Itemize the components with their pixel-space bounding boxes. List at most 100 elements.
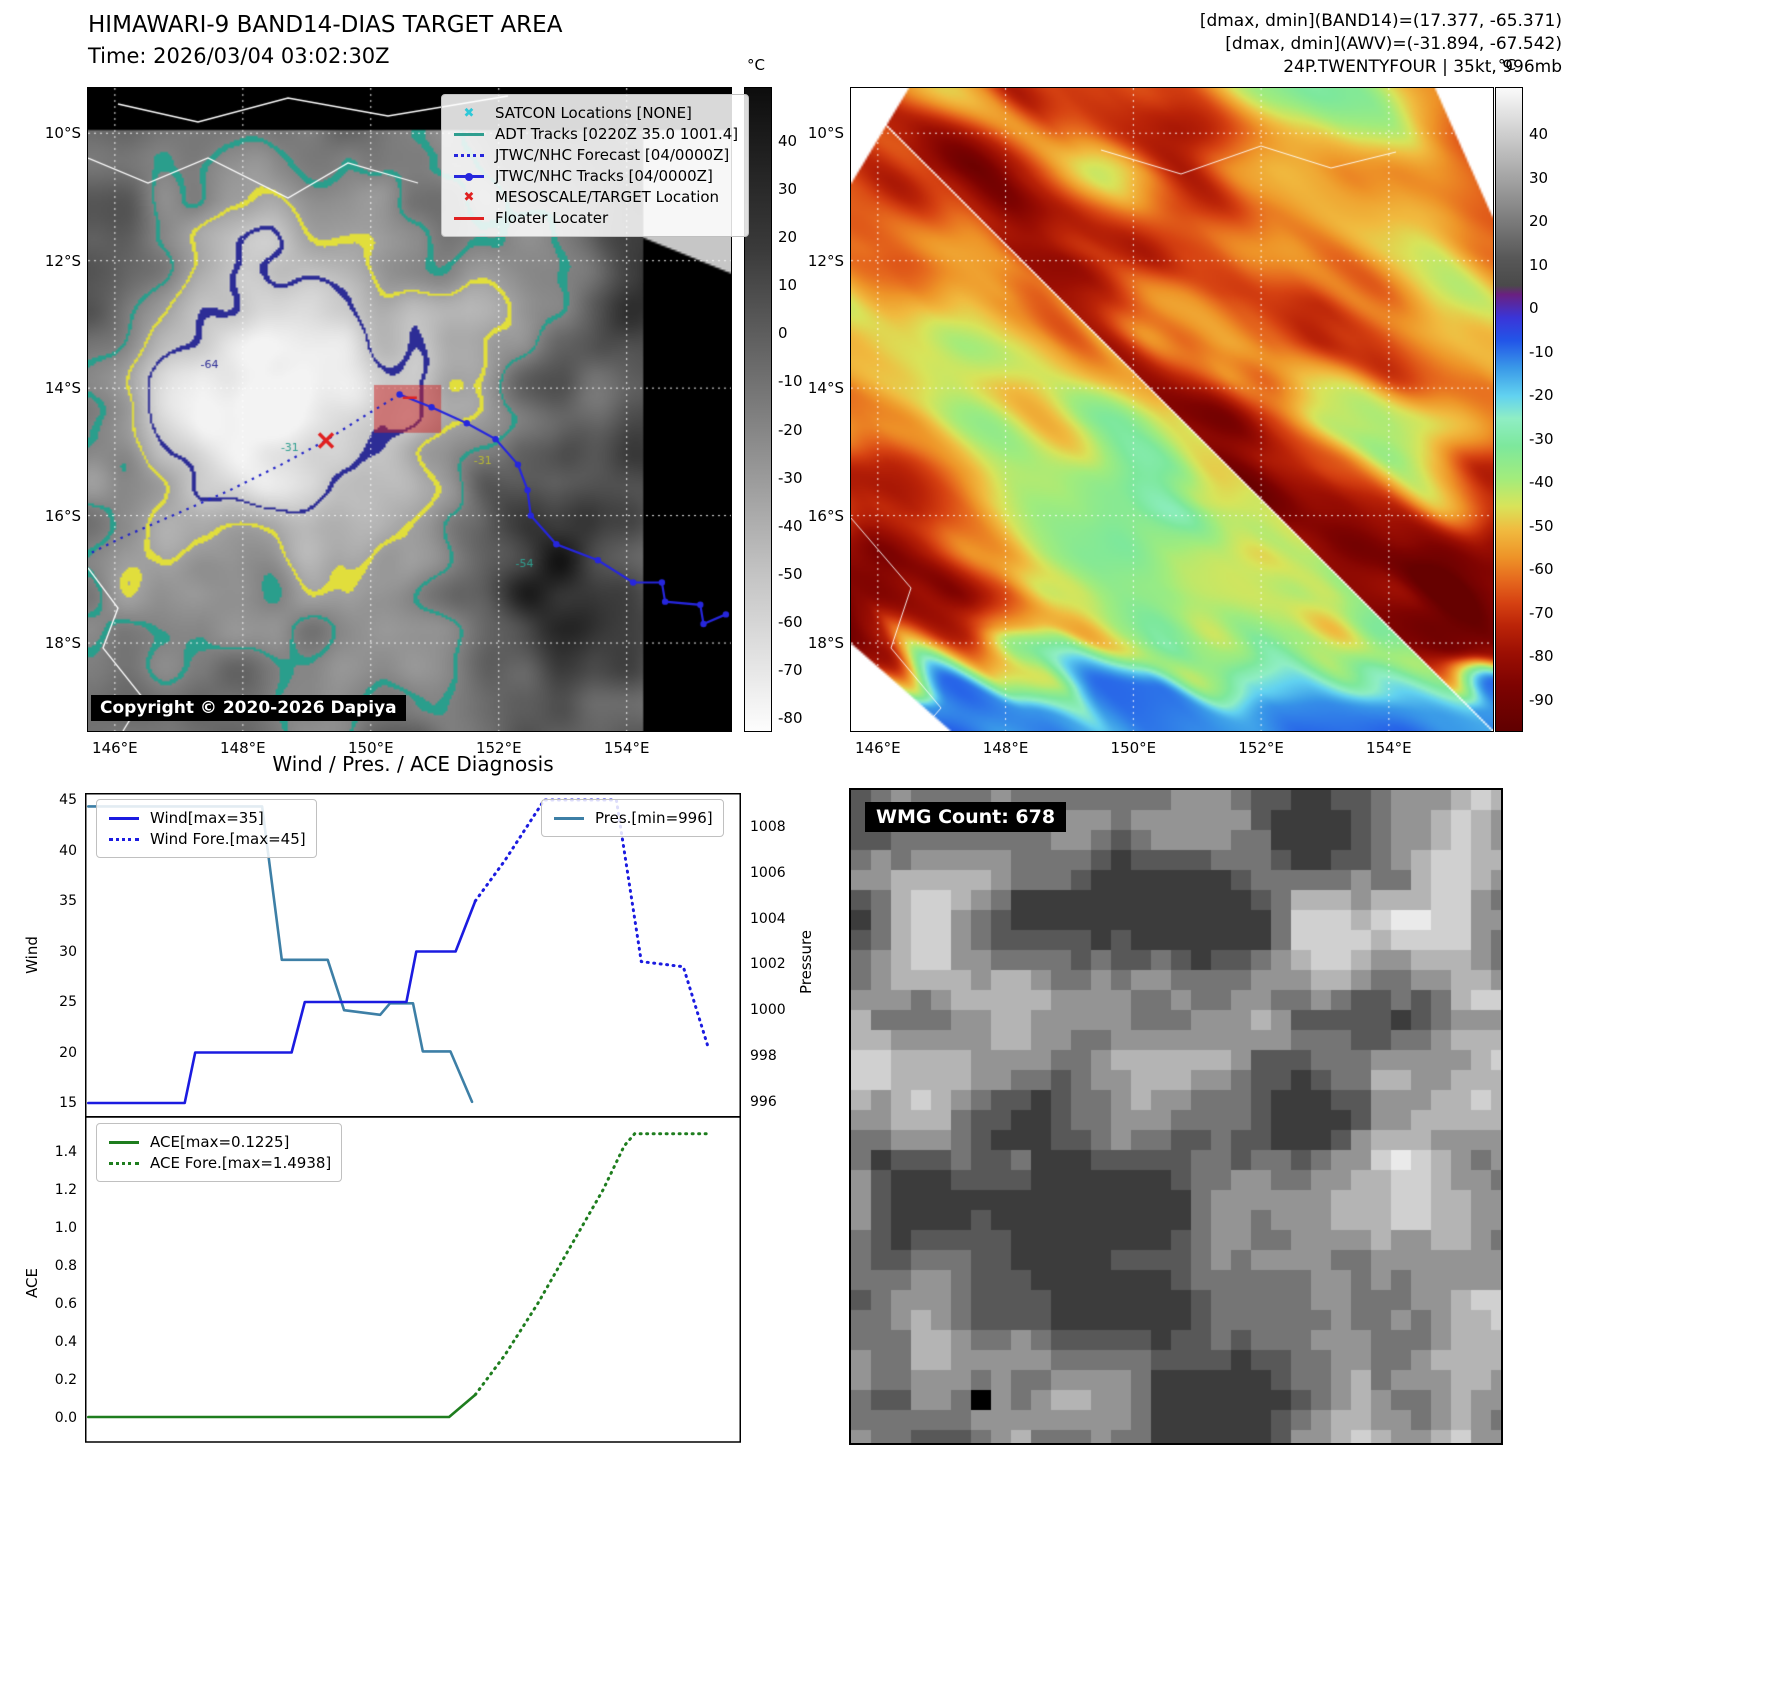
legend-label: MESOSCALE/TARGET Location — [495, 188, 720, 206]
colorbar-tick-label: -90 — [1529, 691, 1554, 709]
ace-legend: ACE[max=0.1225] ACE Fore.[max=1.4938] — [96, 1123, 343, 1182]
legend-label: ACE Fore.[max=1.4938] — [150, 1154, 332, 1172]
colorbar-tick-label: 40 — [778, 132, 798, 150]
map-ytick-label: 12°S — [807, 251, 844, 270]
wind-axis-label: Wind — [23, 936, 41, 974]
dotted-marker-icon — [107, 837, 141, 841]
ace-ytick-label: 1.2 — [54, 1181, 77, 1198]
colorbar-tick-label: -70 — [1529, 603, 1554, 622]
wind-legend: Wind[max=35] Wind Fore.[max=45] — [96, 799, 317, 858]
pressure-ytick-label: 998 — [750, 1048, 777, 1064]
dotted-marker-icon — [452, 153, 486, 157]
ace-ytick-label: 0.6 — [54, 1295, 77, 1312]
band14-title: HIMAWARI-9 BAND14-DIAS TARGET AREA — [88, 12, 563, 38]
map-xtick-label: 154°E — [603, 739, 650, 757]
map-ytick-label: 14°S — [44, 379, 81, 398]
colorbar-tick-label: -10 — [1529, 342, 1554, 361]
line-marker-icon — [107, 1140, 141, 1144]
band14-colorbar-unit: °C — [747, 56, 765, 74]
awv-header: [dmax, dmin](BAND14)=(17.377, -65.371) [… — [1200, 10, 1562, 79]
map-ytick-label: 10°S — [44, 124, 81, 143]
map-xtick-label: 146°E — [92, 739, 138, 757]
map-xtick-label: 152°E — [475, 739, 522, 757]
colorbar-tick-label: 10 — [778, 276, 798, 295]
legend-label: ACE[max=0.1225] — [150, 1133, 290, 1151]
ace-ytick-label: 0.0 — [54, 1410, 77, 1426]
diagnosis-charts — [85, 793, 741, 1443]
awv-overlay-canvas — [851, 88, 1493, 731]
ace-ytick-label: 1.0 — [54, 1219, 77, 1236]
colorbar-tick-label: -70 — [778, 660, 803, 679]
awv-colorbar-unit: °C — [1498, 56, 1516, 74]
legend-label: JTWC/NHC Forecast [04/0000Z] — [495, 146, 730, 164]
pressure-ytick-label: 996 — [750, 1093, 777, 1110]
colorbar-tick-label: 40 — [1529, 125, 1549, 143]
map-xtick-label: 148°E — [982, 739, 1029, 757]
colorbar-tick-label: -50 — [1529, 516, 1554, 535]
dotted-marker-icon — [107, 1161, 141, 1165]
colorbar-tick-label: -50 — [778, 564, 803, 583]
colorbar-tick-label: -20 — [1529, 386, 1554, 405]
map-ytick-label: 12°S — [44, 251, 81, 270]
wind-ytick-label: 25 — [59, 994, 77, 1010]
map-ytick-label: 10°S — [807, 124, 844, 143]
ace-ytick-label: 0.8 — [54, 1257, 77, 1274]
line-marker-icon — [552, 816, 586, 820]
map-ytick-label: 16°S — [807, 506, 844, 525]
colorbar-tick-label: -40 — [778, 516, 803, 535]
pressure-ytick-label: 1002 — [750, 956, 786, 973]
legend-label: Wind Fore.[max=45] — [150, 830, 306, 848]
wmg-panel: WMG Count: 678 — [849, 788, 1503, 1445]
map-xtick-label: 146°E — [855, 739, 901, 757]
band14-legend: ✖ SATCON Locations [NONE] ADT Tracks [0220… — [441, 94, 750, 237]
line-marker-icon — [452, 216, 486, 220]
colorbar-tick-label: 20 — [1529, 212, 1549, 231]
wmg-count-label: WMG Count: 678 — [865, 802, 1067, 832]
pressure-axis-label: Pressure — [797, 929, 815, 995]
colorbar-tick-label: -80 — [778, 709, 803, 727]
colorbar-tick-label: 20 — [778, 228, 798, 247]
colorbar-tick-label: -80 — [1529, 647, 1554, 666]
colorbar-tick-label: -10 — [778, 372, 803, 391]
colorbar-tick-label: 0 — [1529, 299, 1539, 318]
colorbar-tick-label: -60 — [778, 612, 803, 631]
awv-map — [850, 87, 1494, 732]
colorbar-tick-label: -60 — [1529, 560, 1554, 579]
x-marker-icon: ✖ — [463, 105, 475, 121]
legend-label: ADT Tracks [0220Z 35.0 1001.4] — [495, 125, 739, 143]
legend-label: Wind[max=35] — [150, 809, 264, 827]
map-ytick-label: 14°S — [807, 379, 844, 398]
map-xtick-label: 154°E — [1366, 739, 1412, 757]
colorbar-tick-label: -40 — [1529, 473, 1554, 492]
ace-ytick-label: 0.2 — [54, 1371, 77, 1388]
legend-label: Pres.[min=996] — [595, 809, 713, 827]
colorbar-tick-label: -30 — [778, 468, 803, 487]
legend-label: JTWC/NHC Tracks [04/0000Z] — [495, 167, 713, 185]
ace-ytick-label: 1.4 — [54, 1143, 77, 1160]
map-ytick-label: 16°S — [44, 506, 81, 525]
pressure-ytick-label: 1006 — [750, 864, 786, 881]
colorbar-tick-label: 30 — [1529, 168, 1549, 187]
wind-ytick-label: 20 — [59, 1044, 77, 1061]
pressure-ytick-label: 1008 — [750, 819, 786, 835]
copyright-label: Copyright © 2020-2026 Dapiya — [91, 695, 406, 721]
map-ytick-label: 18°S — [44, 634, 81, 653]
line-dot-marker-icon — [452, 172, 486, 181]
line-marker-icon — [452, 132, 486, 136]
map-xtick-label: 152°E — [1238, 739, 1284, 757]
line-marker-icon — [107, 816, 141, 820]
colorbar-tick-label: 10 — [1529, 255, 1549, 274]
map-xtick-label: 150°E — [347, 739, 394, 757]
band14-time-label: Time: 2026/03/04 03:02:30Z — [88, 44, 390, 68]
map-xtick-label: 150°E — [1110, 739, 1157, 757]
legend-label: Floater Locater — [495, 209, 609, 227]
pressure-ytick-label: 1004 — [750, 910, 786, 927]
legend-label: SATCON Locations [NONE] — [495, 104, 692, 122]
pressure-ytick-label: 1000 — [750, 1002, 786, 1019]
colorbar-tick-label: 0 — [778, 324, 788, 343]
wind-ytick-label: 40 — [59, 842, 77, 859]
map-xtick-label: 148°E — [220, 739, 266, 757]
pressure-legend: Pres.[min=996] — [541, 799, 724, 837]
x-marker-icon: ✖ — [463, 189, 475, 205]
diagnosis-title: Wind / Pres. / ACE Diagnosis — [272, 752, 554, 776]
